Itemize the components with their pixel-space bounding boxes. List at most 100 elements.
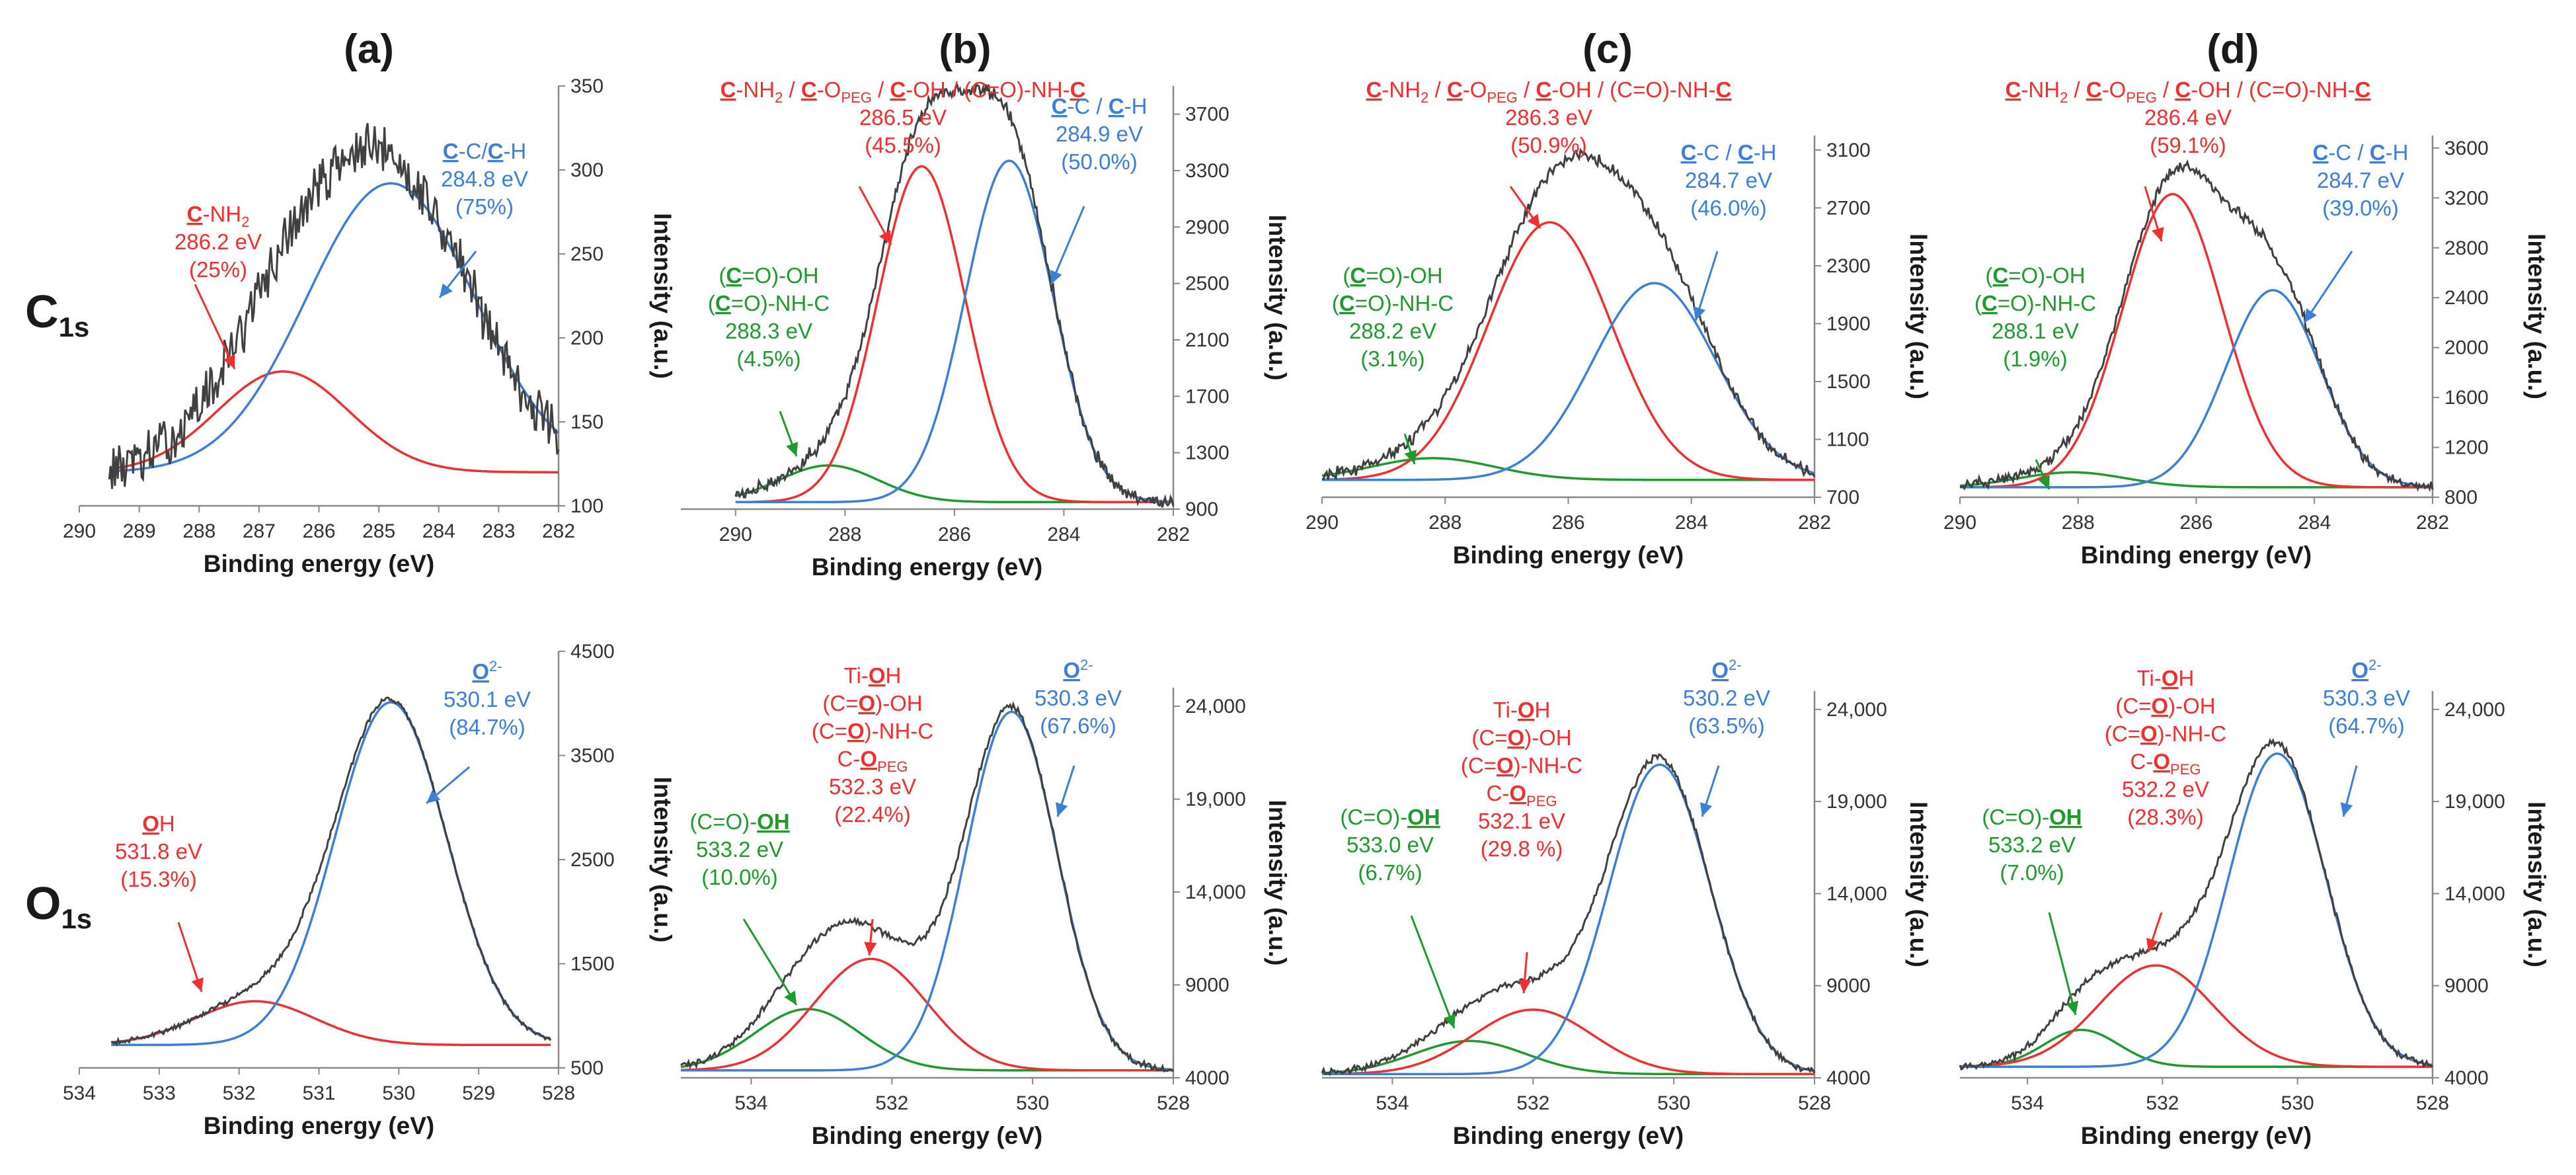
annotation-arrow xyxy=(1050,206,1085,285)
annotation-line: (7.0%) xyxy=(2000,860,2064,885)
component-curve-red xyxy=(1322,1008,1815,1076)
y-tick-label: 9000 xyxy=(1826,975,1871,997)
x-tick-label: 282 xyxy=(542,520,575,542)
component-curve-green xyxy=(1321,457,1815,481)
y-tick-label: 1300 xyxy=(1185,442,1229,464)
annotation-arrowhead xyxy=(2304,308,2317,323)
annotation-line: 284.7 eV xyxy=(2317,168,2404,192)
annotation-line: (4.5%) xyxy=(736,346,800,371)
row-labels: C1s O1s xyxy=(25,286,92,934)
annotation-line: O2- xyxy=(1063,657,1093,682)
measured-spectrum xyxy=(108,123,560,489)
y-tick-label: 9000 xyxy=(2444,975,2489,997)
annotation-line: OH xyxy=(142,811,175,836)
x-tick-label: 528 xyxy=(1798,1092,1831,1114)
y-tick-label: 2000 xyxy=(2444,337,2489,359)
measured-spectrum xyxy=(1959,738,2433,1071)
annotation-line: 531.8 eV xyxy=(115,839,202,864)
y-tick-label: 24,000 xyxy=(2444,699,2505,721)
y-tick-label: 19,000 xyxy=(1185,789,1246,811)
component-curve-red xyxy=(1322,221,1815,481)
y-tick-label: 24,000 xyxy=(1826,699,1887,721)
x-tick-label: 290 xyxy=(63,520,96,542)
y-axis-title: Intensity (a.u.) xyxy=(649,777,676,943)
y-tick-label: 14,000 xyxy=(1826,883,1887,905)
annotation-line: (67.6%) xyxy=(1040,713,1116,738)
annotation-line: (25%) xyxy=(189,257,247,282)
annotation-line: C-NH2 xyxy=(187,202,250,230)
peak-annotation-red: C-NH2 / C-OPEG / C-OH / (C=O)-NH-C286.5 … xyxy=(721,77,1085,245)
y-tick-label: 2500 xyxy=(570,849,615,871)
annotation-line: (3.1%) xyxy=(1360,346,1425,371)
x-tick-label: 284 xyxy=(1675,512,1708,534)
annotation-line: 288.3 eV xyxy=(725,319,812,343)
x-axis-title: Binding energy (eV) xyxy=(204,1112,434,1139)
y-tick-label: 500 xyxy=(570,1057,604,1079)
annotation-line: (C=O)-NH-C xyxy=(1332,291,1454,315)
annotation-line: 530.1 eV xyxy=(444,687,531,711)
annotation-line: (6.7%) xyxy=(1358,860,1422,885)
y-tick-label: 3600 xyxy=(2444,138,2489,159)
y-tick-label: 4500 xyxy=(570,641,615,663)
column-label: (d) xyxy=(2206,26,2259,72)
y-tick-label: 14,000 xyxy=(2444,883,2505,905)
y-tick-label: 2900 xyxy=(1185,216,1229,238)
annotation-arrowhead xyxy=(1527,214,1540,228)
annotation-line: (75%) xyxy=(455,194,514,219)
measured-spectrum xyxy=(734,83,1175,508)
component-curve-blue xyxy=(1322,282,1815,481)
annotation-arrowhead xyxy=(2066,1000,2079,1015)
measured-spectrum xyxy=(1321,752,1816,1076)
measured-spectrum xyxy=(110,696,552,1047)
annotation-line: (22.4%) xyxy=(834,802,911,827)
y-tick-label: 3100 xyxy=(1826,140,1871,161)
peak-annotation-red: C-NH2 / C-OPEG / C-OH / (C=O)-NH-C286.4 … xyxy=(2006,77,2370,242)
annotation-line: (C=O)-NH-C xyxy=(2105,721,2226,746)
column-label: (b) xyxy=(939,26,991,72)
y-tick-label: 3300 xyxy=(1185,160,1229,182)
x-tick-label: 288 xyxy=(1428,512,1462,534)
y-tick-label: 200 xyxy=(570,327,604,349)
y-tick-label: 300 xyxy=(570,159,604,181)
annotation-line: (1.9%) xyxy=(2003,346,2067,371)
annotation-arrowhead xyxy=(879,230,891,245)
annotation-line: (39.0%) xyxy=(2322,196,2399,220)
x-axis-title: Binding energy (eV) xyxy=(2081,542,2312,569)
annotation-arrowhead xyxy=(2152,227,2164,241)
panels: 290 289 288 287 286 285 284 283 282 100 150 200 250 3… xyxy=(63,75,2550,1149)
peak-annotation-green: (C=O)-OH 533.2 eV (7.0%) xyxy=(1982,805,2082,1016)
annotation-line: 286.4 eV xyxy=(2144,105,2232,130)
peak-annotation-green: (C=O)-OH 533.0 eV (6.7%) xyxy=(1340,805,1456,1029)
annotation-arrowhead xyxy=(1050,270,1062,284)
x-tick-label: 286 xyxy=(302,520,335,542)
component-curve-blue xyxy=(109,182,560,473)
x-tick-label: 531 xyxy=(302,1082,335,1104)
annotation-line: 533.2 eV xyxy=(1988,832,2076,857)
y-tick-label: 3200 xyxy=(2444,187,2489,209)
peak-annotation-green: (C=O)-OH (C=O)-NH-C 288.2 eV (3.1%) xyxy=(1332,263,1454,465)
annotation-arrowhead xyxy=(191,977,204,992)
chart-panel-d-o1s: 534 532 530 528 4000 9000 14,000 19,000 24,000 Bi… xyxy=(1959,657,2550,1149)
x-tick-label: 282 xyxy=(2416,512,2449,534)
annotation-line: C-NH2 / C-OPEG / C-OH / (C=O)-NH-C xyxy=(1366,77,1732,106)
x-tick-label: 286 xyxy=(938,524,971,546)
annotation-line: 288.1 eV xyxy=(1992,319,2079,343)
x-tick-label: 533 xyxy=(143,1082,176,1104)
peak-annotation-blue: O2- 530.2 eV (63.5%) xyxy=(1683,657,1770,817)
annotation-line: (C=O)-OH xyxy=(719,263,818,288)
column-labels: (a) (b) (c) (d) xyxy=(344,26,2259,72)
annotation-line: 284.8 eV xyxy=(441,167,528,191)
y-tick-label: 1900 xyxy=(1826,313,1871,335)
measured-spectrum xyxy=(1321,147,1816,481)
annotation-arrow xyxy=(1410,915,1456,1029)
y-tick-label: 2100 xyxy=(1185,329,1229,351)
y-axis-title: Intensity (a.u.) xyxy=(2523,801,2550,967)
annotation-line: (29.8 %) xyxy=(1481,836,1563,861)
row-label: C1s xyxy=(25,286,89,343)
annotation-arrowhead xyxy=(1443,1014,1456,1028)
x-tick-label: 284 xyxy=(422,520,455,542)
annotation-line: (C=O)-NH-C xyxy=(1974,291,2096,315)
